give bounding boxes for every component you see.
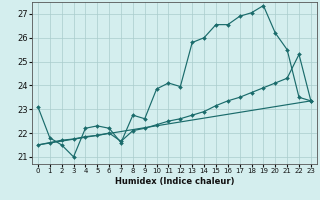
X-axis label: Humidex (Indice chaleur): Humidex (Indice chaleur): [115, 177, 234, 186]
